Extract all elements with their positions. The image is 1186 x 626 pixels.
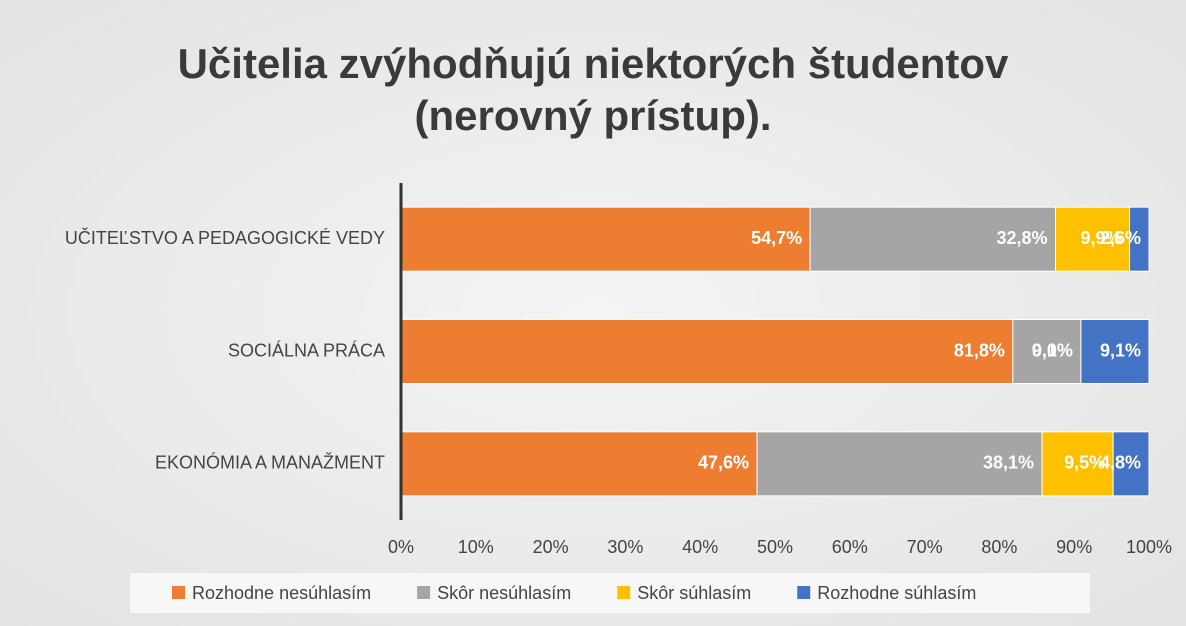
x-tick-label: 50% <box>757 537 793 557</box>
x-tick-label: 80% <box>981 537 1017 557</box>
legend-box <box>130 573 1090 613</box>
x-tick-label: 40% <box>682 537 718 557</box>
data-label: 47,6% <box>698 453 749 473</box>
bar-segment <box>400 206 811 272</box>
legend-marker <box>417 586 431 599</box>
x-tick-label: 60% <box>832 537 868 557</box>
bar-segment <box>1080 319 1150 384</box>
x-tick-label: 100% <box>1126 537 1172 557</box>
data-label: 9,1% <box>1100 340 1141 360</box>
legend-marker <box>797 586 811 599</box>
legend-label: Rozhodne súhlasím <box>817 583 976 603</box>
data-label: 4,8% <box>1100 453 1141 473</box>
data-label: 32,8% <box>996 228 1047 248</box>
y-tick-label: UČITEĽSTVO A PEDAGOGICKÉ VEDY <box>65 227 385 248</box>
legend-label: Skôr nesúhlasím <box>437 583 571 603</box>
bar-segment <box>1055 206 1131 272</box>
legend-label: Rozhodne nesúhlasím <box>192 583 371 603</box>
bar-segment <box>756 431 1043 497</box>
bar-segment <box>1129 206 1150 272</box>
y-tick-label: EKONÓMIA A MANAŽMENT <box>155 452 385 473</box>
bar-segment <box>1112 431 1150 497</box>
y-tick-label: SOCIÁLNA PRÁCA <box>228 340 385 360</box>
x-tick-label: 90% <box>1056 537 1092 557</box>
data-label: 9,1% <box>1032 340 1073 360</box>
x-tick-label: 0% <box>388 537 414 557</box>
x-tick-label: 10% <box>458 537 494 557</box>
legend-marker <box>617 586 631 599</box>
data-label: 54,7% <box>751 228 802 248</box>
legend-label: Skôr súhlasím <box>637 583 751 603</box>
x-tick-label: 30% <box>607 537 643 557</box>
data-label: 9,9% <box>1081 228 1122 248</box>
chart-title: Učitelia zvýhodňujú niektorých študentov… <box>177 40 1009 139</box>
data-label: 38,1% <box>983 453 1034 473</box>
legend-marker <box>172 586 185 599</box>
data-label: 81,8% <box>954 340 1005 360</box>
bar-segment <box>400 431 758 497</box>
data-label: 9,5% <box>1064 453 1105 473</box>
bar-segment <box>400 319 1014 384</box>
data-label: 2,6% <box>1100 228 1141 248</box>
x-tick-label: 70% <box>907 537 943 557</box>
data-label: 0,0% <box>1032 340 1073 360</box>
x-tick-label: 20% <box>533 537 569 557</box>
bar-segment <box>1012 319 1082 384</box>
